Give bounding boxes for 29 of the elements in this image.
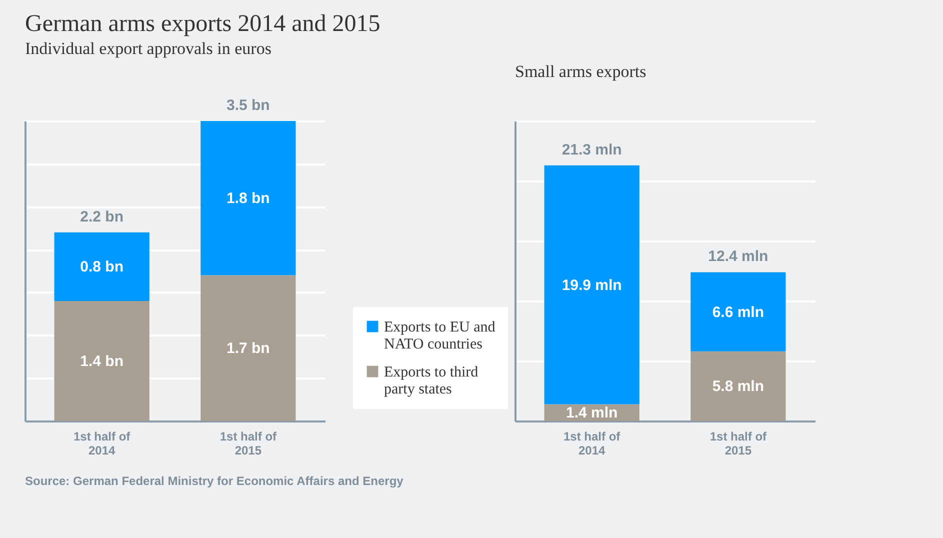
data-label: 6.6 mln bbox=[712, 304, 764, 321]
bar bbox=[200, 121, 296, 276]
x-tick-label: 1st half of 2014 bbox=[73, 430, 132, 458]
chart-subtitle: Individual export approvals in euros bbox=[25, 39, 272, 58]
bar bbox=[54, 232, 150, 301]
data-label: 1.4 bn bbox=[80, 353, 124, 370]
bar bbox=[690, 351, 786, 421]
total-label: 2.2 bn bbox=[80, 208, 124, 226]
data-label: 0.8 bn bbox=[80, 258, 124, 276]
x-tick-label: 1st half of 2015 bbox=[220, 430, 278, 458]
chart-title: German arms exports 2014 and 2015 bbox=[25, 11, 380, 37]
data-label: 1.8 bn bbox=[226, 190, 270, 208]
bar bbox=[200, 275, 296, 421]
source-note: Source: German Federal Ministry for Economic Affairs and Energy bbox=[25, 474, 404, 488]
chart-subtitle: Small arms exports bbox=[515, 62, 646, 81]
x-tick-label: 1st half of 2015 bbox=[710, 430, 768, 458]
legend-label: Exports to third party states bbox=[384, 364, 479, 398]
total-label: 21.3 mln bbox=[562, 141, 622, 158]
data-label: 1.7 bn bbox=[226, 340, 270, 358]
total-label: 12.4 mln bbox=[708, 248, 768, 266]
x-tick-label: 1st half of 2014 bbox=[563, 430, 622, 458]
data-label: 1.4 mln bbox=[566, 404, 618, 422]
bar bbox=[544, 165, 640, 404]
data-label: 5.8 mln bbox=[712, 378, 764, 396]
legend-label: Exports to EU and NATO countries bbox=[384, 320, 496, 352]
total-label: 3.5 bn bbox=[226, 97, 270, 114]
bar bbox=[690, 272, 786, 352]
bar bbox=[54, 301, 150, 421]
data-label: 19.9 mln bbox=[562, 276, 622, 294]
